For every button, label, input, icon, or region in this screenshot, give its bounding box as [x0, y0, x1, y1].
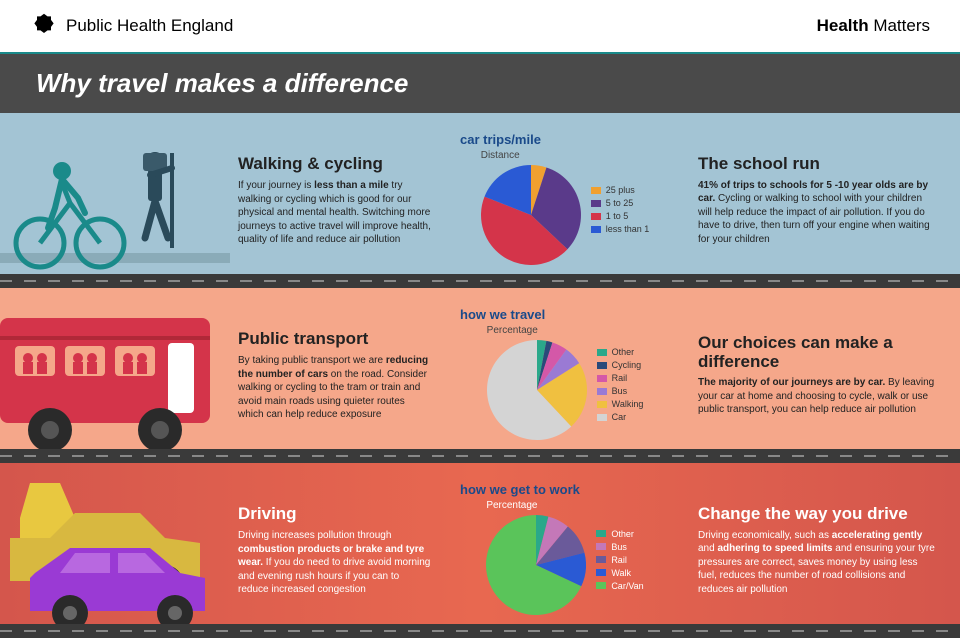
left-body: Driving increases pollution through comb… [238, 529, 432, 597]
chart-block: how we get to work Percentage Other Bus Ra… [440, 482, 690, 620]
org-name: Public Health England [66, 16, 233, 36]
info-row-2: Public transport By taking public transp… [0, 288, 960, 463]
legend-item: Car [597, 412, 644, 422]
right-body: The majority of our journeys are by car.… [698, 376, 936, 417]
right-text: Our choices can make a difference The ma… [690, 334, 960, 417]
right-body: 41% of trips to schools for 5 -10 year o… [698, 179, 936, 247]
legend-item: less than 1 [591, 224, 650, 234]
chart-legend: 25 plus 5 to 25 1 to 5 less than 1 [591, 185, 650, 234]
walking-cycling-icon [0, 113, 230, 288]
pie-chart [486, 515, 586, 615]
legend-item: Rail [596, 555, 643, 565]
chart-subtitle: Percentage [487, 325, 587, 336]
org-logo: Public Health England [30, 12, 233, 40]
legend-item: Car/Van [596, 581, 643, 591]
road-divider [0, 449, 960, 463]
chart-subtitle: Distance [481, 150, 581, 161]
left-text: Walking & cycling If your journey is les… [230, 154, 440, 247]
left-text: Public transport By taking public transp… [230, 329, 440, 422]
legend-item: Rail [597, 373, 644, 383]
legend-item: Other [596, 529, 643, 539]
info-row-1: Walking & cycling If your journey is les… [0, 113, 960, 288]
legend-item: Walking [597, 399, 644, 409]
right-text: Change the way you drive Driving economi… [690, 505, 960, 596]
chart-title: how we travel [460, 307, 545, 322]
legend-item: Walk [596, 568, 643, 578]
road-divider [0, 624, 960, 638]
bus-icon [0, 288, 230, 463]
chart-subtitle: Percentage [486, 500, 586, 511]
right-heading: Change the way you drive [698, 505, 936, 524]
chart-legend: Other Cycling Rail Bus Walking Car [597, 347, 644, 422]
legend-item: Bus [597, 386, 644, 396]
left-text: Driving Driving increases pollution thro… [230, 504, 440, 597]
right-heading: The school run [698, 155, 936, 174]
chart-title: how we get to work [460, 482, 580, 497]
page-title: Why travel makes a difference [0, 54, 960, 113]
chart-title: car trips/mile [460, 132, 541, 147]
left-heading: Public transport [238, 329, 432, 349]
right-body: Driving economically, such as accelerati… [698, 529, 936, 597]
header: Public Health England Health Matters [0, 0, 960, 54]
legend-item: Bus [596, 542, 643, 552]
pie-chart [487, 340, 587, 440]
info-row-3: Driving Driving increases pollution thro… [0, 463, 960, 638]
legend-item: 5 to 25 [591, 198, 650, 208]
chart-block: car trips/mile Distance 25 plus 5 to 25 1 … [440, 132, 690, 270]
right-heading: Our choices can make a difference [698, 334, 936, 371]
row-illustration [0, 463, 230, 638]
row-illustration [0, 288, 230, 463]
legend-item: Cycling [597, 360, 644, 370]
road-divider [0, 274, 960, 288]
cars-icon [0, 463, 230, 638]
pie-chart [481, 165, 581, 265]
chart-block: how we travel Percentage Other Cycling Rai… [440, 307, 690, 445]
row-illustration [0, 113, 230, 288]
left-heading: Driving [238, 504, 432, 524]
legend-item: 25 plus [591, 185, 650, 195]
brand: Health Matters [817, 16, 930, 36]
left-body: By taking public transport we are reduci… [238, 354, 432, 422]
legend-item: 1 to 5 [591, 211, 650, 221]
right-text: The school run 41% of trips to schools f… [690, 155, 960, 246]
chart-legend: Other Bus Rail Walk Car/Van [596, 529, 643, 591]
left-body: If your journey is less than a mile try … [238, 179, 432, 247]
crest-icon [30, 12, 58, 40]
left-heading: Walking & cycling [238, 154, 432, 174]
legend-item: Other [597, 347, 644, 357]
